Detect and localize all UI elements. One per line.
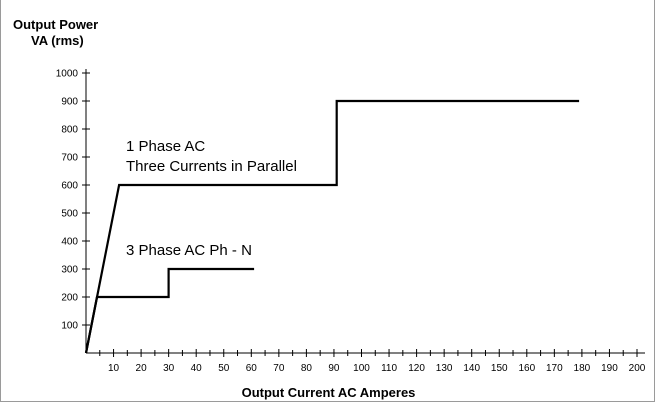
y-tick-label: 800 <box>61 125 78 136</box>
x-tick-label: 70 <box>273 363 285 374</box>
x-tick-label: 40 <box>191 363 203 374</box>
x-tick-label: 30 <box>163 363 175 374</box>
y-tick-label: 500 <box>61 209 78 220</box>
x-tick-label: 60 <box>246 363 258 374</box>
series-line-1 <box>84 99 580 354</box>
x-tick-label: 100 <box>353 363 370 374</box>
y-tick-label: 700 <box>61 153 78 164</box>
x-tick-label: 190 <box>601 363 618 374</box>
y-axis-title-line-1: Output Power <box>13 17 99 32</box>
x-tick-label: 80 <box>301 363 313 374</box>
series-line-2 <box>84 267 255 354</box>
series-1-label-line-2: Three Currents in Parallel <box>126 158 297 175</box>
series-layer <box>84 99 580 354</box>
y-axis-title-line-2: VA (rms) <box>31 33 84 48</box>
series-1-label-line-1: 1 Phase AC <box>126 138 206 155</box>
x-tick-label: 110 <box>381 363 397 374</box>
series-2-label: 3 Phase AC Ph - N <box>126 242 252 259</box>
x-tick-label: 160 <box>518 363 535 374</box>
x-tick-label: 170 <box>546 363 563 374</box>
y-tick-label: 400 <box>61 237 78 248</box>
x-tick-label: 200 <box>629 363 646 374</box>
y-tick-label: 100 <box>61 321 78 332</box>
y-tick-label: 600 <box>61 181 78 192</box>
y-axis-ticks: 100 200 300 400 500 600 700 800 900 1000 <box>56 69 90 332</box>
y-tick-label: 900 <box>61 97 78 108</box>
y-tick-label: 1000 <box>56 69 79 80</box>
x-tick-label: 120 <box>408 363 425 374</box>
x-tick-label: 10 <box>108 363 120 374</box>
x-tick-label: 180 <box>574 363 591 374</box>
x-tick-label: 90 <box>328 363 340 374</box>
x-tick-label: 150 <box>491 363 508 374</box>
x-axis-title: Output Current AC Amperes <box>241 385 416 400</box>
x-tick-label: 50 <box>218 363 230 374</box>
x-tick-label: 140 <box>463 363 480 374</box>
y-tick-label: 300 <box>61 265 78 276</box>
x-tick-label: 130 <box>436 363 453 374</box>
x-axis-ticks: 10 20 30 40 50 60 70 80 90 100 110 120 130 140 150 160 1… <box>99 349 646 374</box>
y-tick-label: 200 <box>61 293 78 304</box>
x-tick-label: 20 <box>136 363 148 374</box>
